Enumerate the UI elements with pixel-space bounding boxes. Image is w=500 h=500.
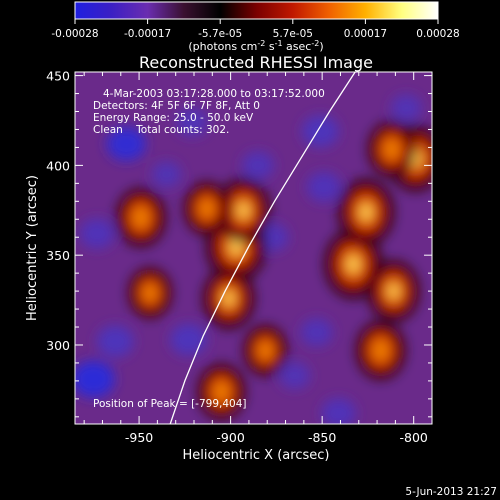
dark-source	[279, 362, 311, 390]
date-stamp: 5-Jun-2013 21:27	[405, 486, 497, 498]
dark-source	[242, 151, 275, 180]
bright-source-peak	[231, 238, 242, 255]
x-axis-label: Heliocentric X (arcsec)	[183, 448, 330, 463]
info-line-energy: Energy Range: 25.0 - 50.0 keV	[93, 112, 254, 124]
bright-source-core	[131, 205, 150, 230]
bright-source-core	[371, 338, 390, 363]
bright-source-peak	[239, 203, 248, 218]
colorbar-ticks: -0.00028 -0.00017 -5.7e-05 5.7e-05 0.00017 0.…	[51, 19, 460, 40]
bright-source-core	[142, 282, 158, 304]
y-tick-label: 450	[46, 69, 70, 84]
image-area	[75, 72, 432, 424]
peak-position-label: Position of Peak = [-799,404]	[93, 398, 247, 410]
colorbar-unit-label: (photons cm-2 s-1 asec-2)	[188, 39, 323, 53]
colorbar-gradient	[74, 1, 439, 20]
colorbar-tick-label: 0.00017	[344, 28, 387, 40]
y-tick-label: 350	[46, 248, 70, 263]
bright-source-peak	[224, 291, 233, 305]
bright-source-core	[198, 197, 216, 220]
axes: -950 -900 -850 -800 300 350 400 450	[46, 69, 433, 445]
info-box: 4-Mar-2003 03:17:28.000 to 03:17:52.000 …	[93, 88, 325, 410]
bright-source-peak	[348, 256, 359, 272]
colorbar-tick-label: 0.00028	[416, 28, 459, 40]
colorbar-tick-label: -5.7e-05	[198, 28, 242, 40]
intensity-map	[75, 94, 432, 424]
dark-source	[321, 398, 356, 424]
dark-source	[300, 318, 333, 347]
colorbar-tick-label: 5.7e-05	[273, 28, 313, 40]
bright-source-peak	[389, 284, 398, 298]
x-tick-label: -900	[216, 430, 244, 445]
colorbar: -0.00028 -0.00017 -5.7e-05 5.7e-05 0.00017 0.…	[51, 1, 460, 53]
dark-source	[96, 325, 134, 358]
solar-limb-curve	[169, 72, 356, 424]
x-tick-label: -850	[308, 430, 336, 445]
y-tick-label: 400	[46, 158, 70, 173]
bright-source-core	[257, 340, 274, 361]
info-line-time: 4-Mar-2003 03:17:28.000 to 03:17:52.000	[103, 88, 325, 100]
bright-source-core	[212, 380, 231, 404]
plot-title: Reconstructed RHESSI Image	[139, 53, 373, 72]
x-tick-label: -950	[125, 430, 153, 445]
dark-source	[151, 161, 182, 188]
y-axis-label: Heliocentric Y (arcsec)	[25, 175, 40, 321]
dark-source	[79, 218, 115, 249]
dark-source	[75, 360, 115, 398]
colorbar-tick-label: -0.00028	[51, 28, 98, 40]
dark-source	[106, 126, 146, 161]
dark-source	[301, 115, 339, 148]
dark-source	[390, 94, 422, 122]
colorbar-tick-label: -0.00017	[124, 28, 171, 40]
plot-frame	[74, 71, 433, 425]
x-tick-label: -800	[400, 430, 428, 445]
info-line-detectors: Detectors: 4F 5F 6F 7F 8F, Att 0	[93, 100, 260, 112]
bright-source-core	[383, 137, 401, 161]
bright-source-peak	[361, 204, 371, 220]
dark-source	[176, 108, 209, 137]
dark-source	[306, 171, 342, 202]
info-line-clean: Clean Total counts: 302.	[93, 124, 229, 136]
y-tick-label: 300	[46, 338, 70, 353]
dark-source	[170, 323, 207, 356]
